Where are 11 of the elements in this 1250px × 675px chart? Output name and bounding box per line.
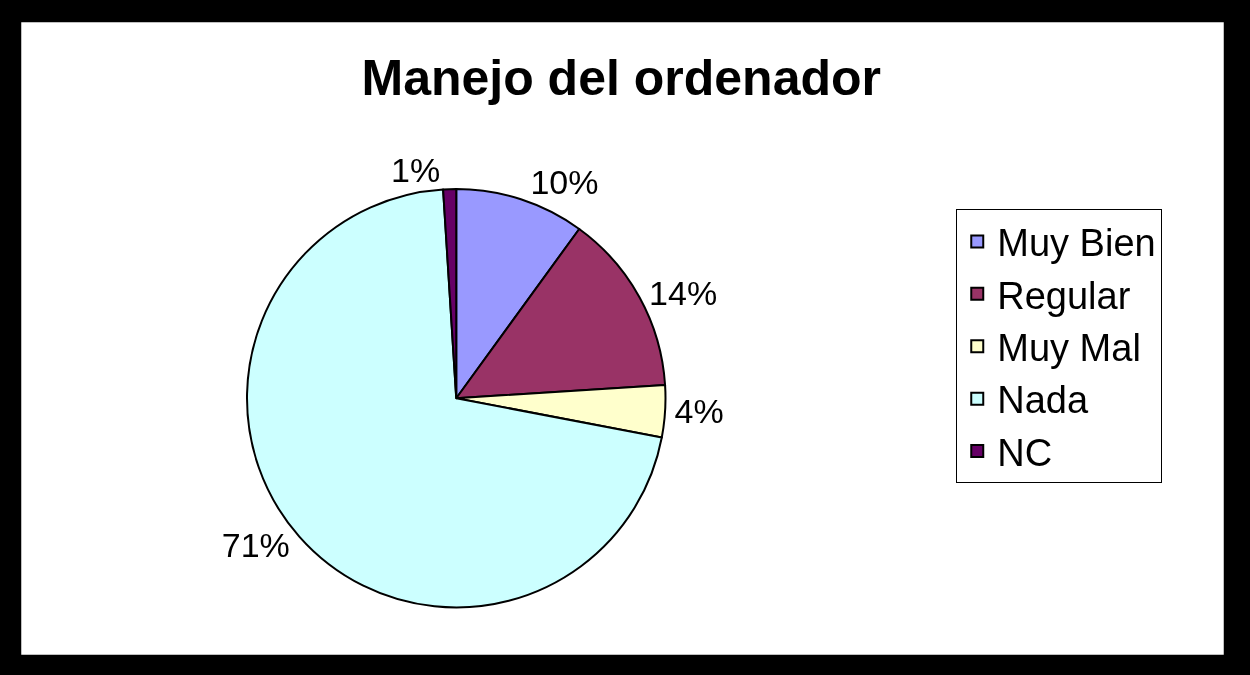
legend-label: Nada <box>997 379 1089 422</box>
data-label: 14% <box>649 274 718 313</box>
data-label: 4% <box>674 392 724 431</box>
data-label: 1% <box>391 151 441 190</box>
legend-label: Muy Bien <box>997 222 1156 265</box>
chart-title: Manejo del ordenador <box>361 50 882 107</box>
data-label: 71% <box>221 525 290 564</box>
legend-label: NC <box>997 431 1053 474</box>
data-label: 10% <box>530 163 599 202</box>
legend-label: Muy Mal <box>997 327 1141 370</box>
legend-label: Regular <box>997 274 1131 317</box>
